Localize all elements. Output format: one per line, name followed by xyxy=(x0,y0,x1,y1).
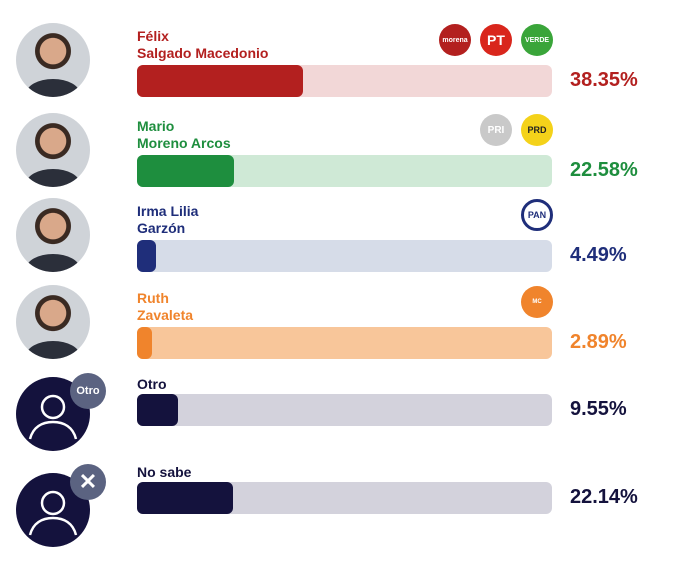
candidate-row: ✕ No sabe 22.14% xyxy=(0,464,700,558)
person-icon xyxy=(28,394,78,440)
candidate-name: Mario Moreno Arcos xyxy=(137,118,231,152)
candidate-row: Ruth Zavaleta 2.89% MC xyxy=(0,280,700,370)
prd-logo: PRD xyxy=(521,114,553,146)
percentage-label: 9.55% xyxy=(570,398,627,420)
bar-fill xyxy=(137,394,179,426)
name-line-1: Félix xyxy=(137,28,169,44)
candidate-photo xyxy=(16,285,90,359)
candidate-name: Otro xyxy=(137,376,167,393)
name-line-1: Irma Lilia xyxy=(137,203,199,219)
pt-logo: PT xyxy=(480,24,512,56)
bar-fill xyxy=(137,155,235,187)
mc-logo: MC xyxy=(521,286,553,318)
candidate-row: Mario Moreno Arcos 22.58% PRI PRD xyxy=(0,108,700,198)
bar-track xyxy=(137,240,552,272)
candidate-name: No sabe xyxy=(137,464,191,481)
name-line-1: Mario xyxy=(137,118,175,134)
candidate-row: Irma Lilia Garzón 4.49% PAN xyxy=(0,193,700,283)
bar-fill xyxy=(137,327,152,359)
candidate-photo xyxy=(16,198,90,272)
percentage-label: 38.35% xyxy=(570,69,638,91)
pan-logo: PAN xyxy=(521,199,553,231)
bar-track xyxy=(137,65,552,97)
candidate-name: Irma Lilia Garzón xyxy=(137,203,198,237)
bar-fill xyxy=(137,65,303,97)
percentage-label: 22.14% xyxy=(570,486,638,508)
candidate-row: Otro Otro 9.55% xyxy=(0,373,700,470)
person-icon xyxy=(28,490,78,536)
name-line-2: Moreno Arcos xyxy=(137,135,231,151)
morena-logo: morena xyxy=(439,24,471,56)
candidate-name: Félix Salgado Macedonio xyxy=(137,28,268,62)
bar-track xyxy=(137,327,552,359)
bar-track xyxy=(137,155,552,187)
name-line-1: Otro xyxy=(137,376,167,392)
name-line-2: Garzón xyxy=(137,220,186,236)
verde-logo: VERDE xyxy=(521,24,553,56)
name-line-1: No sabe xyxy=(137,464,192,480)
pri-logo: PRI xyxy=(480,114,512,146)
candidate-row: Félix Salgado Macedonio 38.35% morena PT VERD… xyxy=(0,18,700,108)
x-icon: ✕ xyxy=(70,464,106,500)
bar-fill xyxy=(137,482,233,514)
candidate-photo xyxy=(16,23,90,97)
bar-fill xyxy=(137,240,157,272)
name-line-1: Ruth xyxy=(137,290,169,306)
name-line-2: Zavaleta xyxy=(137,307,194,323)
bar-track xyxy=(137,482,552,514)
otro-badge: Otro xyxy=(70,373,106,409)
candidate-photo xyxy=(16,113,90,187)
bar-track xyxy=(137,394,552,426)
percentage-label: 2.89% xyxy=(570,331,627,353)
name-line-2: Salgado Macedonio xyxy=(137,45,269,61)
candidate-name: Ruth Zavaleta xyxy=(137,290,193,324)
percentage-label: 22.58% xyxy=(570,159,638,181)
percentage-label: 4.49% xyxy=(570,244,627,266)
